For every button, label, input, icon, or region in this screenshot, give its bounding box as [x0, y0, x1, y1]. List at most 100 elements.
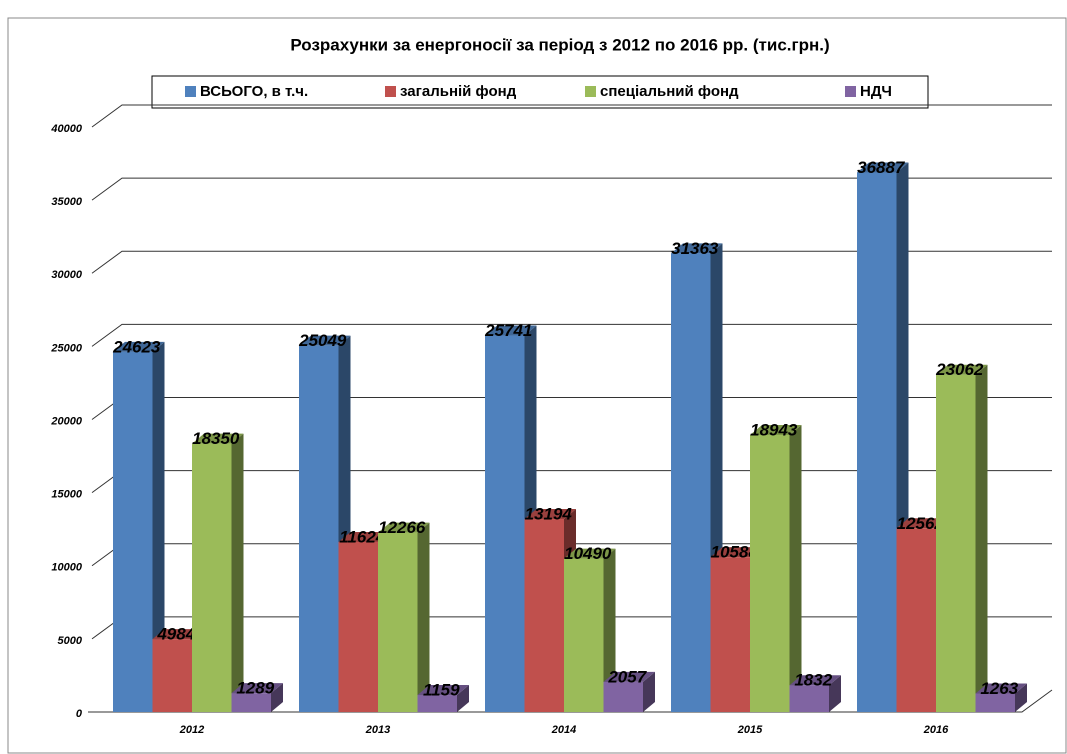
data-label: 4984 [156, 625, 195, 644]
bar-top [750, 424, 802, 435]
x-tick-label: 2014 [551, 724, 576, 736]
bar [710, 557, 750, 712]
data-label: 25049 [298, 331, 347, 350]
data-label: 36887 [857, 158, 906, 177]
grid-line [91, 250, 1052, 274]
bar-top [603, 671, 655, 682]
bar-side [231, 433, 244, 712]
legend-label: НДЧ [860, 83, 892, 100]
bar [378, 532, 418, 712]
data-label: 1289 [236, 679, 274, 698]
bar [789, 685, 829, 712]
legend-swatch [845, 86, 856, 97]
bar-top [936, 364, 988, 375]
legend-swatch [185, 86, 196, 97]
grid-line [91, 104, 1052, 128]
bar [857, 172, 897, 713]
bar-side [829, 675, 841, 712]
bar-top [857, 162, 909, 173]
bar [152, 639, 192, 712]
bar-top [564, 548, 616, 559]
bar [603, 681, 643, 712]
y-tick-label: 30000 [51, 269, 82, 281]
y-tick-label: 5000 [58, 635, 83, 647]
chart-title: Розрахунки за енергоносії за період з 20… [290, 35, 829, 54]
bar-top [231, 683, 283, 694]
bar-top [192, 433, 244, 444]
bar-side [603, 548, 616, 712]
bar-top [485, 325, 537, 336]
bar-top [378, 522, 430, 533]
data-label: 10490 [564, 544, 612, 563]
x-tick-label: 2015 [737, 724, 763, 736]
data-label: 1263 [980, 679, 1018, 698]
bar-side [271, 683, 283, 712]
x-tick-label: 2012 [179, 724, 204, 736]
y-tick-label: 15000 [51, 489, 82, 501]
bar-top [975, 683, 1027, 694]
bar-top [338, 531, 390, 542]
bar [485, 335, 525, 712]
data-label: 24623 [112, 337, 161, 356]
bar [192, 443, 232, 712]
y-tick-label: 40000 [50, 123, 82, 135]
legend-label: загальній фонд [400, 83, 517, 100]
data-label: 12266 [378, 518, 426, 537]
data-label: 1159 [423, 681, 460, 700]
legend-label: спеціальний фонд [600, 83, 739, 100]
bar [299, 345, 339, 712]
bar [896, 528, 936, 712]
bar-top [789, 675, 841, 686]
data-label: 12562 [897, 514, 945, 533]
data-label: 23062 [935, 360, 984, 379]
data-label: 1832 [794, 671, 832, 690]
bar-side [417, 522, 430, 712]
bar [564, 558, 604, 712]
grid-line [91, 177, 1052, 201]
bar-side [975, 364, 988, 712]
bar [750, 434, 790, 712]
data-label: 10588 [711, 543, 759, 562]
legend-box [151, 75, 929, 109]
legend-swatch [385, 86, 396, 97]
legend-label: ВСЬОГО, в т.ч. [200, 83, 308, 100]
data-label: 11624 [339, 527, 386, 546]
grid-line [91, 323, 1052, 347]
data-label: 13194 [525, 505, 573, 524]
y-tick-label: 10000 [51, 562, 82, 574]
bar [975, 693, 1015, 712]
bar [417, 695, 457, 712]
data-label: 18943 [750, 420, 798, 439]
bar [231, 693, 271, 712]
bar-top [417, 685, 469, 696]
bar [671, 253, 711, 712]
data-label: 31363 [671, 239, 719, 258]
x-tick-label: 2013 [365, 724, 390, 736]
bar-top [524, 509, 576, 520]
bar-side [457, 685, 469, 712]
y-tick-label: 35000 [51, 196, 82, 208]
bar [113, 351, 153, 712]
bar-top [896, 518, 948, 529]
y-tick-label: 0 [76, 708, 83, 720]
y-tick-label: 20000 [50, 415, 82, 427]
bar-top [152, 629, 204, 640]
bar-side [1015, 683, 1027, 712]
y-tick-label: 25000 [50, 342, 82, 354]
bar-top [710, 547, 762, 558]
bar-top [113, 341, 165, 352]
data-label: 18350 [192, 429, 240, 448]
bar-side [789, 424, 802, 712]
bar-top [671, 243, 723, 254]
bar [338, 541, 378, 712]
bar [524, 519, 564, 712]
data-label: 2057 [607, 667, 647, 686]
bar-side [643, 671, 655, 712]
legend-swatch [585, 86, 596, 97]
data-label: 25741 [484, 321, 532, 340]
bar-top [299, 335, 351, 346]
x-tick-label: 2016 [923, 724, 949, 736]
bar [936, 374, 976, 712]
bar-side [152, 341, 165, 712]
